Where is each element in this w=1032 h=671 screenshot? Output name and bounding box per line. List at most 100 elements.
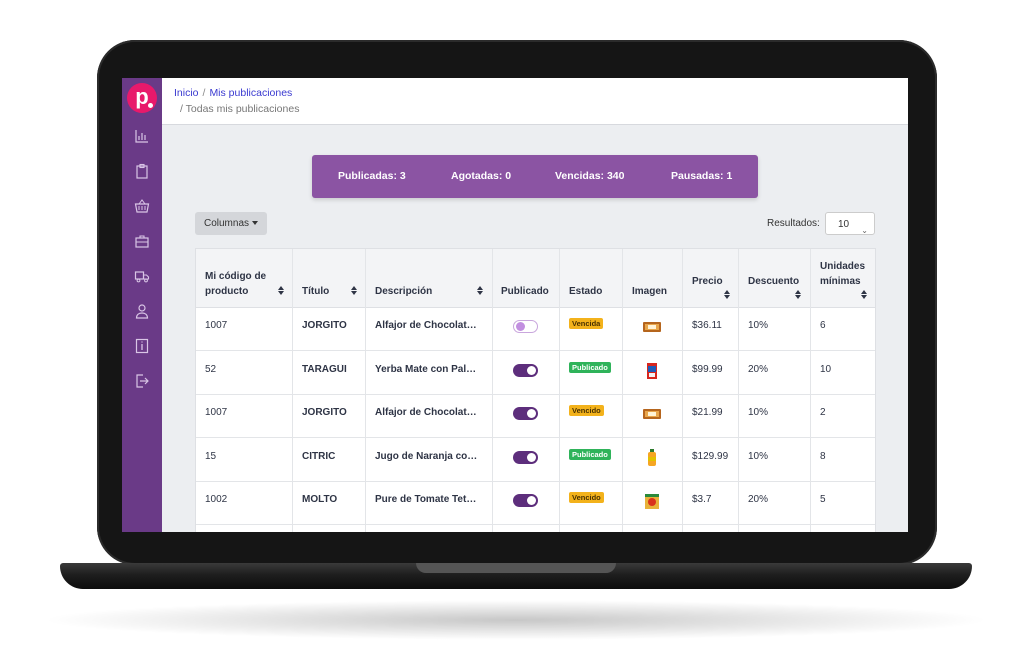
sort-icon[interactable] (278, 286, 284, 296)
product-thumbnail[interactable] (642, 405, 662, 423)
user-icon[interactable] (134, 303, 150, 319)
sort-icon[interactable] (351, 286, 357, 296)
columns-button[interactable]: Columnas (195, 212, 267, 235)
cell-price: $36.11 (692, 320, 722, 331)
cell-code: 1002 (205, 494, 228, 505)
cell-code: 1007 (205, 407, 228, 418)
sort-icon[interactable] (795, 290, 801, 300)
stat-paused[interactable]: Pausadas: 1 (671, 170, 733, 182)
cell-title: TARAGÜI (302, 363, 347, 375)
cell-price: $129.99 (692, 450, 729, 462)
breadcrumb-home[interactable]: Inicio (174, 87, 199, 99)
table-row[interactable]: 1002 MOLTO Pure de Tomate Tet… Vencido $3.7 2… (196, 481, 875, 525)
header: Inicio / Mis publicaciones / Todas mis pub… (162, 78, 908, 125)
th-description[interactable]: Descripción (375, 286, 433, 297)
results-value: 10 (838, 219, 850, 230)
published-toggle[interactable] (513, 407, 538, 420)
publications-table: Mi código de producto Título Descripción … (195, 248, 876, 532)
stat-sold-out[interactable]: Agotadas: 0 (451, 170, 512, 182)
status-badge: Vencida (569, 318, 604, 329)
status-badge: Publicado (569, 448, 611, 460)
breadcrumb-current[interactable]: Mis publicaciones (209, 87, 293, 99)
info-icon[interactable] (134, 338, 150, 354)
th-status: Estado (569, 286, 603, 297)
caret-down-icon (252, 221, 259, 226)
th-published: Publicado (501, 286, 549, 297)
stat-published[interactable]: Publicadas: 3 (338, 170, 406, 182)
table-row[interactable]: 52 TARAGÜI Yerba Mate con Pal… Publicado $99… (196, 351, 875, 395)
stat-expired[interactable]: Vencidas: 340 (555, 170, 625, 182)
cell-description: Alfajor de Chocolat… (375, 320, 477, 331)
status-badge: Vencido (569, 492, 604, 503)
th-code[interactable]: Mi código de producto (205, 271, 267, 297)
table-row[interactable]: 15 CITRIC Jugo de Naranja co… Publicado $129… (196, 438, 875, 482)
cell-code: 1007 (205, 320, 228, 331)
product-thumbnail[interactable] (642, 318, 662, 336)
stats-bar: Publicadas: 3 Agotadas: 0 Vencidas: 340 … (312, 155, 758, 198)
results-select[interactable]: 10 ⌄ (825, 212, 875, 235)
cell-description: Alfajor de Chocolat… (375, 407, 477, 418)
briefcase-icon[interactable] (134, 233, 150, 249)
cell-code: 15 (205, 450, 217, 462)
breadcrumb: Inicio / Mis publicaciones (174, 87, 292, 99)
laptop-shadow (40, 600, 992, 640)
th-units[interactable]: Unidades mínimas (820, 261, 866, 287)
cell-discount: 10% (748, 450, 769, 462)
cell-title: JORGITO (302, 407, 347, 418)
clipboard-icon[interactable] (134, 163, 150, 179)
cell-discount: 10% (748, 320, 769, 331)
th-title[interactable]: Título (302, 286, 330, 297)
breadcrumb-sub: / Todas mis publicaciones (180, 103, 300, 115)
table-header: Mi código de producto Título Descripción … (196, 249, 875, 308)
cell-title: JORGITO (302, 320, 347, 331)
table-row[interactable]: 1007 JORGITO Alfajor de Chocolat… Vencida $3… (196, 307, 875, 351)
chevron-down-icon: ⌄ (861, 226, 868, 235)
table-row[interactable] (196, 525, 875, 533)
product-thumbnail[interactable] (642, 448, 662, 467)
cell-discount: 10% (748, 407, 769, 418)
cell-units: 8 (820, 450, 826, 462)
logout-icon[interactable] (134, 373, 150, 389)
cell-price: $21.99 (692, 407, 723, 418)
sort-icon[interactable] (477, 286, 483, 296)
th-discount[interactable]: Descuento (748, 276, 800, 287)
cell-price: $99.99 (692, 363, 723, 375)
sidebar: p (122, 78, 162, 532)
cell-description: Yerba Mate con Pal… (375, 363, 477, 375)
chart-icon[interactable] (134, 128, 150, 144)
published-toggle[interactable] (513, 450, 538, 464)
logo-letter: p (135, 84, 149, 109)
cell-units: 6 (820, 320, 826, 331)
cell-description: Jugo de Naranja co… (375, 450, 478, 462)
results-label: Resultados: (767, 218, 820, 229)
logo[interactable]: p (127, 83, 157, 113)
product-thumbnail[interactable] (642, 362, 662, 380)
published-toggle[interactable] (513, 363, 538, 377)
product-thumbnail[interactable] (642, 492, 662, 510)
laptop-notch (416, 563, 616, 573)
sort-icon[interactable] (861, 290, 867, 300)
cell-title: CITRIC (302, 450, 336, 462)
breadcrumb-separator: / (202, 87, 206, 99)
published-toggle[interactable] (513, 320, 538, 333)
th-image: Imagen (632, 286, 668, 297)
basket-icon[interactable] (134, 198, 150, 214)
cell-discount: 20% (748, 363, 769, 375)
status-badge: Publicado (569, 361, 611, 373)
table-row[interactable]: 1007 JORGITO Alfajor de Chocolat… Vencido $2… (196, 394, 875, 438)
cell-discount: 20% (748, 494, 769, 505)
cell-title: MOLTO (302, 494, 338, 505)
truck-icon[interactable] (134, 268, 150, 284)
cell-units: 2 (820, 407, 826, 418)
cell-description: Pure de Tomate Tet… (375, 494, 477, 505)
cell-price: $3.7 (692, 494, 712, 505)
cell-code: 52 (205, 363, 217, 375)
sort-icon[interactable] (724, 290, 730, 300)
columns-label: Columnas (203, 218, 250, 229)
published-toggle[interactable] (513, 494, 538, 507)
cell-units: 10 (820, 363, 832, 375)
th-price[interactable]: Precio (692, 276, 723, 287)
cell-units: 5 (820, 494, 826, 505)
status-badge: Vencido (569, 405, 604, 416)
app-screen: p Inicio / Mis publicaciones / Todas (122, 78, 908, 532)
